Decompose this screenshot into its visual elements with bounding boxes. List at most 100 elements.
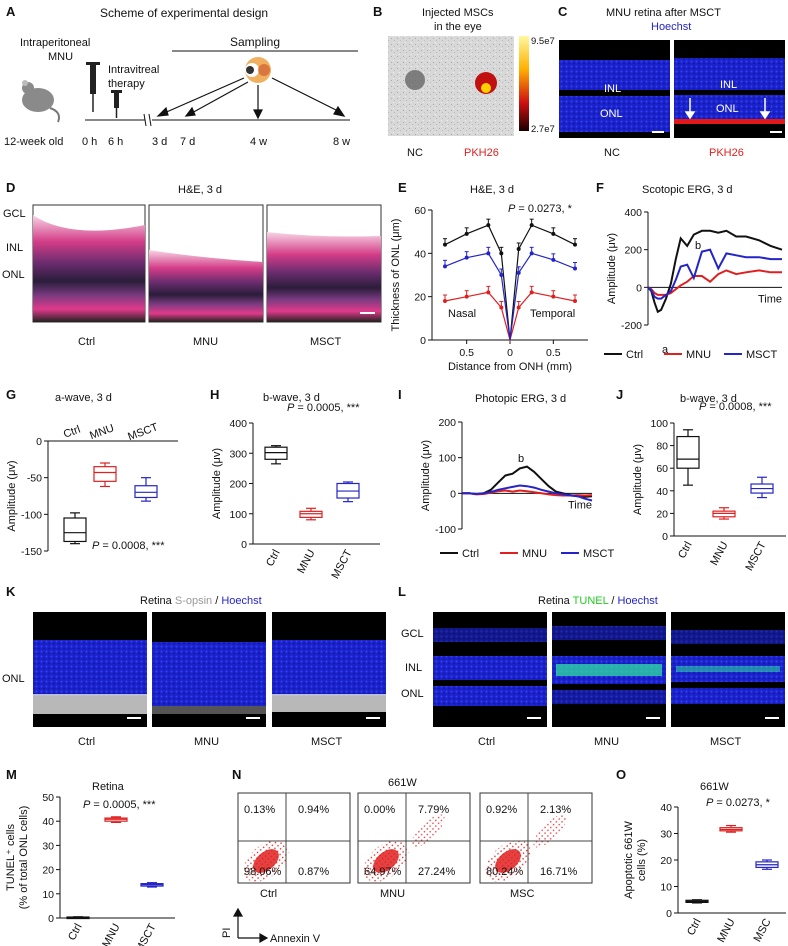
i-y-tick-label: 100 [438, 453, 456, 465]
panel-l: L Retina TUNEL / Hoechst GCL INL ONL Ctr… [398, 584, 785, 748]
flow-core [495, 849, 521, 873]
caption-pkh26: PKH26 [464, 147, 499, 159]
category-label: MSCT [126, 421, 160, 443]
legend-f: Ctrl MNU MSCT [604, 349, 777, 361]
chart-m: M Retina 0 10 20 30 40 50 TUNEL⁺ cells (% of tota… [5, 767, 175, 946]
annotation-temporal: Temporal [530, 308, 575, 320]
chart-o: O 661W 0 10 20 30 40 Apoptotic 661W cells (%) Ctr… [616, 767, 786, 945]
g-y-tick-label: -150 [21, 546, 42, 558]
svg-text:MSCT: MSCT [310, 336, 341, 348]
series-line-ctrl [444, 224, 576, 341]
quadrant-ul: 0.00% [364, 804, 395, 816]
chart-e: E H&E, 3 d 0 20 40 60 Thickness of ONL (μm) 0.5… [390, 180, 588, 373]
box-ctrl [676, 429, 700, 486]
box-ctrl [66, 916, 90, 920]
therapy-label-2: therapy [108, 78, 145, 90]
panel-label-d: D [6, 180, 15, 195]
box-msct [140, 882, 164, 888]
eye-icon [245, 57, 271, 83]
quadrant-ul: 0.92% [486, 804, 517, 816]
box-ctrl [63, 512, 87, 545]
svg-text:MNU: MNU [193, 336, 218, 348]
svg-text:INL: INL [405, 662, 422, 674]
legend-label-msct: MSCT [746, 349, 777, 361]
mouse-age: 12-week old [4, 136, 63, 148]
h-y-label: Amplitude (μv) [211, 448, 223, 519]
series-line-msct [444, 252, 576, 341]
syringe-icon [86, 62, 122, 118]
category-label: MNU [88, 422, 116, 442]
series-line-msct [647, 248, 782, 300]
mnu-label-1: Intraperitoneal [20, 37, 90, 49]
e-p-value: P = 0.0273, * [508, 203, 573, 215]
m-y-tick-label: 50 [42, 792, 54, 804]
flow-core [253, 849, 279, 873]
category-label: MSCT [329, 548, 354, 581]
o-p-value: P = 0.0273, * [706, 797, 771, 809]
flow-tail [533, 814, 567, 848]
he-ctrl [33, 215, 145, 322]
o-y-tick-label: 40 [660, 802, 672, 814]
legend-i: Ctrl MNU MSCT [440, 548, 614, 560]
flow-axes-icon [232, 907, 269, 944]
quadrant-ur: 7.79% [418, 804, 449, 816]
flow-core [373, 849, 399, 873]
j-y-tick-label: 0 [662, 531, 668, 543]
i-y-tick-label: 200 [438, 417, 456, 429]
mouse-icon [22, 80, 60, 123]
h-y-tick-label: 300 [229, 448, 247, 460]
m-y-tick-label: 0 [48, 913, 54, 925]
m-y-tick-label: 30 [42, 840, 54, 852]
h-p-value: P = 0.0005, *** [287, 402, 360, 414]
svg-text:GCL: GCL [3, 208, 26, 220]
quadrant-lr: 16.71% [540, 866, 578, 878]
box-msct [336, 481, 360, 503]
j-title: b-wave, 3 d [680, 393, 737, 405]
f-x-label: Time [758, 293, 782, 305]
quadrant-ur: 2.13% [540, 804, 571, 816]
g-y-label: Amplitude (μv) [6, 460, 18, 531]
box-iqr [264, 446, 288, 460]
svg-text:0 h: 0 h [82, 136, 97, 148]
annotation-nasal: Nasal [448, 308, 476, 320]
f-y-label: Amplitude (μv) [606, 233, 618, 304]
annotation-b: b [695, 240, 701, 252]
box-iqr [299, 510, 323, 518]
i-y-tick-label: -100 [435, 524, 456, 536]
chart-i: I Photopic ERG, 3 d -100 0 100 200 Amplitude (… [398, 387, 593, 536]
series-line-ctrl [462, 465, 593, 498]
legend-label-ctrl: Ctrl [626, 349, 643, 361]
series-line-msct [462, 484, 593, 502]
series-line-mnu [647, 269, 782, 296]
svg-text:MNU: MNU [194, 736, 219, 748]
o-y-label: cells (%) [636, 839, 648, 881]
annotation-b: b [518, 453, 524, 465]
panel-a: A Scheme of experimental design Intraper… [4, 4, 358, 148]
svg-text:MNU: MNU [594, 736, 619, 748]
g-y-tick-label: -100 [21, 509, 42, 521]
o-y-tick-label: 30 [660, 829, 672, 841]
svg-text:4 w: 4 w [250, 136, 267, 148]
d-title: H&E, 3 d [178, 184, 222, 196]
panel-label-f: F [596, 180, 604, 195]
i-y-label: Amplitude (μv) [420, 440, 432, 511]
c-title: MNU retina after MSCT [606, 7, 721, 19]
g-y-tick-label: -50 [27, 473, 42, 485]
panel-label-n: N [232, 767, 241, 782]
h-y-tick-label: 200 [229, 479, 247, 491]
sampling-arrows [156, 77, 346, 120]
box-ctrl [685, 899, 709, 904]
svg-text:MSC: MSC [510, 888, 535, 900]
he-mnu [149, 250, 263, 322]
sampling-label: Sampling [230, 35, 280, 49]
panel-label-k: K [6, 584, 16, 599]
e-y-tick-label: 40 [414, 248, 426, 260]
quadrant-ur: 0.94% [298, 804, 329, 816]
flow-plot-msc: 0.92% 2.13% 80.24% 16.71% [479, 792, 593, 884]
legend-label-ctrl: Ctrl [462, 548, 479, 560]
box-mnu [712, 507, 736, 520]
svg-text:MSCT: MSCT [311, 736, 342, 748]
legend-label-mnu: MNU [686, 349, 711, 361]
svg-text:7 d: 7 d [180, 136, 195, 148]
